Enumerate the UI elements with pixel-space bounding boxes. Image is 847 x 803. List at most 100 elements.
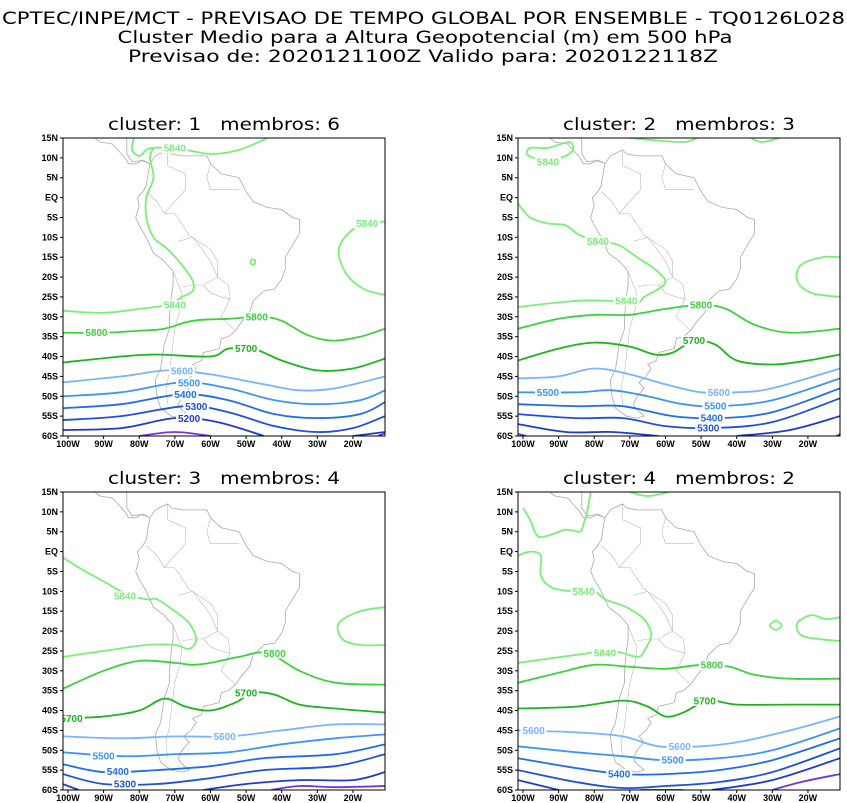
lon-tick-label: 70W: [621, 439, 640, 449]
lon-tick-label: 50W: [692, 793, 711, 803]
contour-label-5500: 5500: [178, 378, 201, 389]
contour-label-bg: [168, 365, 195, 376]
contour-line-5600: [63, 369, 385, 392]
lon-tick-label: 80W: [130, 439, 149, 449]
country-border: [658, 638, 686, 654]
contour-line-5400: [63, 743, 385, 774]
country-border: [178, 590, 218, 642]
contour-line-5300: [63, 753, 385, 786]
lon-tick-label: 40W: [272, 439, 291, 449]
lat-tick-label: 30S: [42, 312, 58, 322]
lon-tick-label: 60W: [201, 439, 220, 449]
lat-tick-label: 5N: [501, 527, 513, 537]
map-frame: [62, 491, 386, 791]
lat-tick-label: 15N: [496, 487, 513, 497]
lon-tick-label: 80W: [585, 793, 604, 803]
lon-tick-label: 60W: [656, 793, 675, 803]
contour-label-5800: 5800: [85, 328, 108, 339]
contour-label-bg: [183, 401, 210, 412]
contour-label-5300: 5300: [697, 424, 720, 435]
lat-tick-label: 15N: [41, 487, 58, 497]
contour-label-5840: 5840: [615, 296, 638, 307]
lat-tick-label: 60S: [497, 785, 513, 795]
map-area: 5840 5800 5700 5700 5600 5500 5400 5300: [63, 492, 385, 790]
lat-tick-label: 50S: [497, 745, 513, 755]
lat-tick-label: 5S: [47, 566, 58, 576]
figure-title-line3: Previsao de: 2020121100Z Valido para: 20…: [128, 47, 718, 67]
lon-tick-label: 70W: [621, 793, 640, 803]
contour-label-5600: 5600: [669, 742, 692, 753]
contour-label-bg: [243, 311, 270, 322]
lon-tick-label: 100W: [56, 793, 80, 803]
lat-tick-label: 40S: [497, 352, 513, 362]
lat-tick-label: 25S: [42, 646, 58, 656]
lat-tick-label: 55S: [497, 411, 513, 421]
contour-line-5200: [352, 431, 385, 436]
contour-line-5200: [518, 423, 659, 436]
contour-label-bg: [172, 389, 199, 400]
lon-tick-label: 90W: [94, 793, 113, 803]
contour-line-5840: [336, 606, 385, 647]
contour-label-5700: 5700: [683, 336, 706, 347]
country-border: [619, 567, 691, 685]
lon-tick-label: 80W: [130, 793, 149, 803]
contour-label-bg: [111, 779, 138, 790]
contour-label-bg: [705, 387, 732, 398]
country-border: [601, 149, 641, 215]
contour-label-5840: 5840: [594, 648, 617, 659]
coastline-central-america: [581, 492, 604, 517]
contour-label-bg: [211, 731, 238, 742]
panel-title: cluster: 2 membros: 3: [563, 115, 795, 135]
contour-line-5700: [518, 699, 840, 718]
lat-tick-label: 10N: [496, 507, 513, 517]
lat-tick-label: 20S: [42, 626, 58, 636]
country-border: [164, 213, 236, 331]
contour-line-5840: [63, 147, 195, 314]
lon-tick-label: 30W: [763, 793, 782, 803]
country-border: [203, 284, 231, 300]
lat-tick-label: EQ: [500, 193, 513, 203]
lon-tick-label: 20W: [344, 793, 363, 803]
figure-title-line2: Cluster Medio para a Altura Geopotencial…: [118, 28, 733, 48]
contour-label-5700: 5700: [235, 689, 258, 700]
contour-label-bg: [161, 299, 188, 310]
coastline-central-america: [126, 492, 149, 517]
country-border: [146, 149, 186, 215]
contour-label-5600: 5600: [523, 726, 546, 737]
contour-label-5500: 5500: [537, 388, 560, 399]
lat-tick-label: 5S: [47, 212, 58, 222]
contour-line-5840: [337, 220, 385, 296]
lat-tick-label: 10S: [42, 232, 58, 242]
lat-tick-label: 15S: [497, 606, 513, 616]
coastline: [590, 503, 755, 773]
lon-tick-label: 100W: [511, 439, 535, 449]
contour-line-5200: [203, 771, 385, 790]
lat-tick-label: 40S: [497, 706, 513, 716]
contour-label-bg: [161, 142, 188, 153]
lat-tick-label: 50S: [42, 391, 58, 401]
contour-label-5400: 5400: [107, 767, 130, 778]
lat-tick-label: 50S: [497, 391, 513, 401]
contour-label-5840: 5840: [572, 587, 595, 598]
lat-tick-label: 25S: [497, 292, 513, 302]
lat-tick-label: 60S: [497, 431, 513, 441]
coastline: [590, 149, 755, 419]
lon-tick-label: 80W: [585, 439, 604, 449]
contour-line-5200: [711, 757, 840, 790]
contour-line-5840: [629, 492, 670, 497]
contour-line-5100: [270, 785, 385, 790]
contour-line-5200: [518, 779, 559, 790]
lat-tick-label: 25S: [497, 646, 513, 656]
contour-label-5500: 5500: [92, 752, 115, 763]
contour-label-bg: [570, 586, 597, 597]
panel-title: cluster: 1 membros: 6: [108, 115, 340, 135]
lat-tick-label: EQ: [500, 547, 513, 557]
coastline-central-america: [581, 138, 604, 163]
contour-label-5800: 5800: [246, 312, 269, 323]
cluster-panel-2: cluster: 2 membros: 3 5840 5840 5840 5800 570…: [496, 115, 841, 449]
contour-label-bg: [666, 741, 693, 752]
contour-label-bg: [584, 236, 611, 247]
contour-label-5840: 5840: [537, 157, 560, 168]
lat-tick-label: 45S: [497, 371, 513, 381]
